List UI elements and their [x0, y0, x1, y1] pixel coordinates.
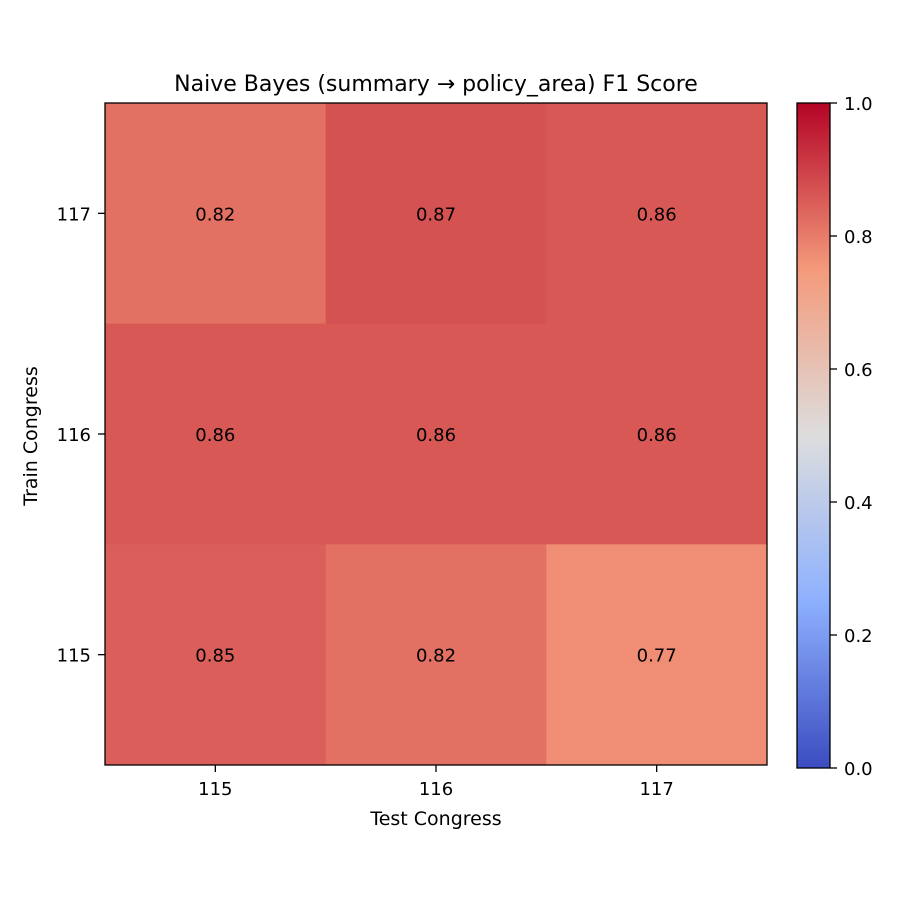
cell-value-label: 0.86 [416, 425, 456, 446]
colorbar-tick-label: 1.0 [844, 94, 873, 115]
x-tick-label: 115 [198, 779, 232, 800]
heatmap-cell [105, 103, 327, 325]
colorbar-tick-label: 0.6 [844, 360, 873, 381]
cell-value-label: 0.86 [637, 204, 677, 225]
heatmap-cell [325, 323, 547, 545]
colorbar-tick-label: 0.0 [844, 759, 873, 780]
x-axis-ticks: 115 116 117 [198, 765, 674, 800]
cell-value-label: 0.85 [195, 646, 235, 667]
y-tick-label: 116 [57, 425, 91, 446]
colorbar-ticks: 0.0 0.2 0.4 0.6 0.8 1.0 [830, 94, 873, 780]
heatmap-cell [105, 544, 327, 766]
heatmap-cell [546, 323, 768, 545]
y-tick-label: 115 [57, 646, 91, 667]
colorbar-tick-label: 0.2 [844, 626, 873, 647]
y-tick-label: 117 [57, 204, 91, 225]
x-axis-label: Test Congress [369, 808, 501, 830]
x-tick-label: 117 [639, 779, 673, 800]
cell-value-label: 0.82 [416, 646, 456, 667]
colorbar-tick-label: 0.8 [844, 227, 873, 248]
heatmap-cells [105, 103, 768, 766]
heatmap-cell [325, 544, 547, 766]
chart-title: Naive Bayes (summary → policy_area) F1 S… [174, 72, 698, 97]
cell-value-label: 0.86 [637, 425, 677, 446]
cell-value-label: 0.77 [637, 646, 677, 667]
heatmap-cell [105, 323, 327, 545]
heatmap-cell-labels: 0.82 0.87 0.86 0.86 0.86 0.86 0.85 0.82 0.77 [195, 204, 676, 666]
heatmap-cell [325, 103, 547, 325]
heatmap-cell [546, 544, 768, 766]
y-axis-label: Train Congress [20, 366, 42, 507]
y-axis-ticks: 117 116 115 [57, 204, 105, 667]
heatmap-cell [546, 103, 768, 325]
colorbar [796, 102, 831, 769]
cell-value-label: 0.87 [416, 204, 456, 225]
cell-value-label: 0.86 [195, 425, 235, 446]
cell-value-label: 0.82 [195, 204, 235, 225]
colorbar-tick-label: 0.4 [844, 493, 873, 514]
x-tick-label: 116 [419, 779, 453, 800]
